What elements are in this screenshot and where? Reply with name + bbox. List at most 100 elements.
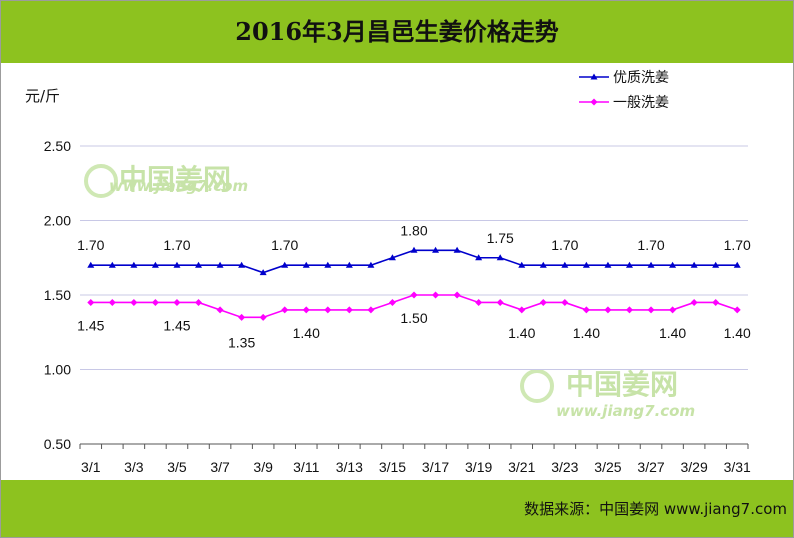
data-point-triangle — [453, 246, 461, 253]
data-point-triangle — [345, 261, 353, 268]
watermark-logo-icon — [520, 369, 554, 403]
data-label: 1.50 — [400, 310, 427, 326]
data-label: 1.45 — [77, 317, 104, 333]
data-point-triangle — [712, 261, 720, 268]
data-point-triangle — [173, 261, 181, 268]
data-point-diamond — [238, 313, 246, 321]
x-tick-label: 3/9 — [253, 459, 273, 475]
data-point-diamond — [195, 298, 203, 306]
data-point-diamond — [475, 298, 483, 306]
data-point-diamond — [281, 306, 289, 314]
data-label: 1.75 — [487, 230, 514, 246]
data-label: 1.40 — [724, 325, 751, 341]
data-point-diamond — [108, 298, 116, 306]
axis-layer: 2.50 2.00 1.50 1.00 0.50 3/1 3/3 3/5 3/7 3/9 3/11 3… — [44, 138, 751, 475]
data-point-triangle — [388, 254, 396, 261]
x-tick-label: 3/5 — [167, 459, 187, 475]
data-point-triangle — [604, 261, 612, 268]
data-point-diamond — [712, 298, 720, 306]
data-point-triangle — [302, 261, 310, 268]
x-tick-label: 3/11 — [293, 459, 319, 475]
watermark-brand: 中国姜网 — [119, 163, 231, 196]
data-label: 1.70 — [163, 237, 190, 253]
x-tick-label: 3/7 — [210, 459, 230, 475]
x-tick-label: 3/1 — [81, 459, 101, 475]
data-point-triangle — [410, 246, 418, 253]
x-tick-label: 3/15 — [379, 459, 406, 475]
data-label: 1.70 — [77, 237, 104, 253]
data-point-diamond — [216, 306, 224, 314]
x-tick-label: 3/17 — [422, 459, 449, 475]
data-point-diamond — [367, 306, 375, 314]
y-axis-unit-label: 元/斤 — [25, 87, 61, 105]
data-point-diamond — [518, 306, 526, 314]
data-point-triangle — [108, 261, 116, 268]
data-point-triangle — [324, 261, 332, 268]
data-label: 1.40 — [659, 325, 686, 341]
watermark-url: www.jiang7.com — [556, 402, 695, 420]
data-point-diamond — [669, 306, 677, 314]
data-point-diamond — [539, 298, 547, 306]
y-tick-label: 2.50 — [44, 138, 71, 154]
data-point-triangle — [518, 261, 526, 268]
data-point-triangle — [151, 261, 159, 268]
data-label: 1.70 — [637, 237, 664, 253]
data-point-diamond — [690, 298, 698, 306]
data-point-triangle — [281, 261, 289, 268]
x-tick-label: 3/3 — [124, 459, 144, 475]
data-point-diamond — [410, 291, 418, 299]
x-tick-label: 3/13 — [336, 459, 363, 475]
data-point-diamond — [345, 306, 353, 314]
series-layer — [87, 246, 741, 321]
watermark-brand: 中国姜网 — [566, 368, 678, 401]
data-label: 1.35 — [228, 334, 255, 350]
watermark-url: www.jiang7.com — [109, 177, 248, 195]
legend-label: 优质洗姜 — [613, 70, 669, 86]
data-point-triangle — [669, 261, 677, 268]
data-label: 1.70 — [551, 237, 578, 253]
legend-triangle-icon — [590, 73, 598, 80]
data-point-diamond — [647, 306, 655, 314]
data-point-diamond — [582, 306, 590, 314]
source-note: 数据来源：中国姜网 www.jiang7.com — [524, 500, 787, 518]
x-tick-label: 3/29 — [681, 459, 708, 475]
data-point-triangle — [87, 261, 95, 268]
data-point-triangle — [561, 261, 569, 268]
data-label: 1.70 — [724, 237, 751, 253]
series-line-premium — [90, 249, 738, 274]
data-point-triangle — [733, 261, 741, 268]
data-label: 1.40 — [573, 325, 600, 341]
data-point-diamond — [453, 291, 461, 299]
legend-label: 一般洗姜 — [613, 95, 669, 111]
y-tick-label: 0.50 — [44, 436, 71, 452]
data-point-triangle — [216, 261, 224, 268]
data-point-triangle — [367, 261, 375, 268]
data-point-triangle — [582, 261, 590, 268]
x-tick-label: 3/25 — [594, 459, 621, 475]
data-point-triangle — [475, 254, 483, 261]
title-bar — [1, 1, 793, 63]
watermark-logo-icon — [84, 164, 118, 198]
data-point-triangle — [496, 254, 504, 261]
data-point-diamond — [151, 298, 159, 306]
data-point-triangle — [690, 261, 698, 268]
x-tick-label: 3/21 — [508, 459, 535, 475]
data-label: 1.40 — [293, 325, 320, 341]
data-point-diamond — [432, 291, 440, 299]
data-point-triangle — [238, 261, 246, 268]
data-point-diamond — [302, 306, 310, 314]
data-point-diamond — [625, 306, 633, 314]
data-point-diamond — [130, 298, 138, 306]
data-label: 1.40 — [508, 325, 535, 341]
x-tick-label: 3/23 — [551, 459, 578, 475]
data-label-layer: 1.70 1.70 1.70 1.80 1.75 1.70 1.70 1.70 1.45 1.45… — [77, 222, 751, 350]
x-tick-label: 3/19 — [465, 459, 492, 475]
data-point-triangle — [647, 261, 655, 268]
data-point-diamond — [388, 298, 396, 306]
y-tick-label: 1.00 — [44, 362, 71, 378]
data-point-diamond — [561, 298, 569, 306]
data-point-diamond — [259, 313, 267, 321]
